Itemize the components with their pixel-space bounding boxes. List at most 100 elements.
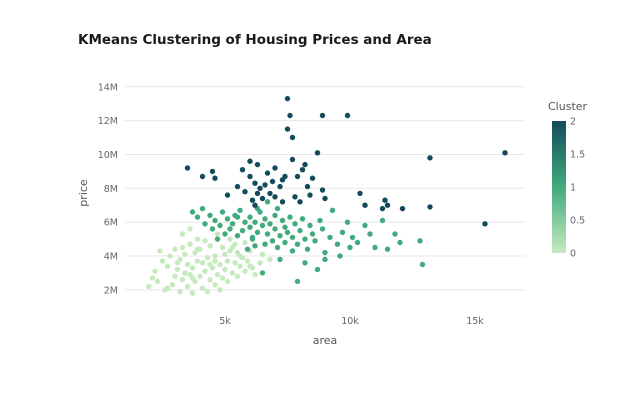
data-point-cluster-0: [229, 244, 236, 251]
data-point-cluster-0: [267, 256, 273, 263]
data-point-cluster-0: [179, 231, 186, 237]
y-tick-label: 4M: [104, 252, 118, 263]
data-point-cluster-0: [199, 260, 206, 266]
y-tick-label: 6M: [104, 218, 118, 229]
data-point-cluster-0: [152, 268, 158, 274]
data-point-cluster-2: [249, 197, 256, 203]
x-tick-label: 5k: [219, 316, 231, 327]
data-point-cluster-1: [337, 253, 343, 259]
data-point-cluster-0: [187, 241, 193, 247]
data-point-cluster-1: [372, 244, 378, 251]
data-point-cluster-1: [262, 241, 268, 247]
data-point-cluster-0: [172, 246, 178, 252]
data-point-cluster-1: [247, 214, 253, 220]
data-point-cluster-1: [269, 238, 276, 244]
data-point-cluster-1: [272, 212, 278, 219]
data-point-cluster-2: [362, 202, 368, 208]
data-point-cluster-0: [217, 287, 223, 293]
data-point-cluster-1: [297, 227, 303, 234]
data-point-cluster-2: [309, 175, 316, 181]
data-point-cluster-1: [379, 217, 386, 224]
data-point-cluster-0: [184, 261, 191, 268]
data-point-cluster-0: [227, 236, 233, 242]
data-point-cluster-1: [279, 217, 286, 224]
data-point-cluster-1: [217, 222, 223, 229]
data-point-cluster-1: [259, 222, 266, 229]
data-point-cluster-1: [329, 207, 336, 213]
data-point-cluster-1: [349, 234, 356, 241]
data-point-cluster-2: [379, 205, 386, 212]
data-point-cluster-0: [149, 275, 156, 281]
y-tick-label: 8M: [104, 184, 118, 195]
data-point-cluster-1: [392, 231, 398, 237]
chart-title: KMeans Clustering of Housing Prices and …: [78, 32, 432, 48]
data-point-cluster-1: [277, 256, 283, 263]
data-point-cluster-1: [347, 244, 353, 251]
data-point-cluster-0: [244, 258, 251, 264]
data-point-cluster-0: [189, 290, 196, 296]
data-point-cluster-1: [209, 226, 216, 232]
data-point-cluster-2: [384, 202, 391, 208]
y-tick-label: 2M: [104, 285, 118, 296]
data-point-cluster-1: [307, 222, 313, 229]
data-point-cluster-0: [242, 239, 248, 246]
data-point-cluster-1: [207, 212, 213, 219]
data-point-cluster-2: [279, 177, 286, 183]
data-point-cluster-1: [239, 227, 246, 234]
data-point-cluster-0: [212, 282, 218, 288]
data-point-cluster-0: [259, 251, 266, 257]
data-point-cluster-0: [257, 260, 263, 266]
data-point-cluster-1: [259, 270, 266, 276]
data-point-cluster-0: [204, 288, 211, 295]
data-point-cluster-0: [167, 253, 173, 259]
data-point-cluster-1: [302, 260, 308, 266]
data-point-cluster-2: [357, 190, 363, 197]
data-point-cluster-0: [219, 244, 226, 251]
data-point-cluster-0: [237, 253, 243, 259]
data-point-cluster-1: [219, 209, 226, 215]
data-point-cluster-1: [397, 239, 403, 246]
data-point-cluster-0: [177, 288, 183, 295]
data-point-cluster-0: [189, 265, 196, 271]
data-point-cluster-2: [289, 134, 296, 141]
data-point-cluster-1: [367, 231, 373, 237]
data-point-cluster-2: [292, 194, 298, 200]
data-point-cluster-1: [302, 236, 308, 242]
data-point-cluster-1: [334, 241, 341, 247]
data-point-cluster-1: [384, 246, 391, 252]
data-point-cluster-2: [239, 167, 246, 173]
data-point-cluster-0: [214, 271, 221, 278]
data-point-cluster-0: [234, 273, 241, 279]
data-point-cluster-0: [212, 258, 218, 264]
x-tick-label: 15k: [466, 316, 484, 327]
data-point-cluster-2: [399, 205, 406, 212]
data-point-cluster-1: [354, 239, 361, 246]
data-point-cluster-1: [312, 238, 318, 244]
data-point-cluster-2: [284, 95, 291, 102]
data-point-cluster-1: [224, 216, 231, 222]
data-point-cluster-2: [257, 185, 263, 191]
data-point-cluster-2: [269, 178, 276, 185]
data-point-cluster-2: [252, 180, 258, 186]
data-point-cluster-1: [242, 219, 248, 225]
data-point-cluster-2: [307, 192, 313, 198]
data-point-cluster-1: [304, 246, 311, 252]
data-point-cluster-1: [262, 216, 268, 222]
data-point-cluster-2: [272, 165, 278, 171]
y-axis-label: price: [77, 179, 90, 207]
data-point-cluster-0: [164, 263, 171, 269]
data-point-cluster-0: [182, 251, 188, 257]
data-point-cluster-0: [189, 275, 196, 281]
data-point-cluster-2: [267, 190, 273, 197]
data-point-cluster-2: [319, 187, 326, 193]
data-point-cluster-1: [419, 261, 426, 268]
colorbar-tick-label: 0.5: [570, 216, 585, 227]
data-point-cluster-1: [234, 214, 241, 220]
y-axis-ticks: 2M 4M 6M 8M 10M 12M 14M: [98, 82, 118, 296]
data-point-cluster-2: [287, 112, 293, 119]
data-point-cluster-1: [287, 214, 293, 220]
data-point-cluster-1: [252, 219, 258, 225]
data-point-cluster-2: [284, 126, 291, 132]
colorbar-gradient: [552, 121, 566, 253]
colorbar-legend: Cluster 0 0.5 1 1.5 2: [548, 100, 588, 260]
